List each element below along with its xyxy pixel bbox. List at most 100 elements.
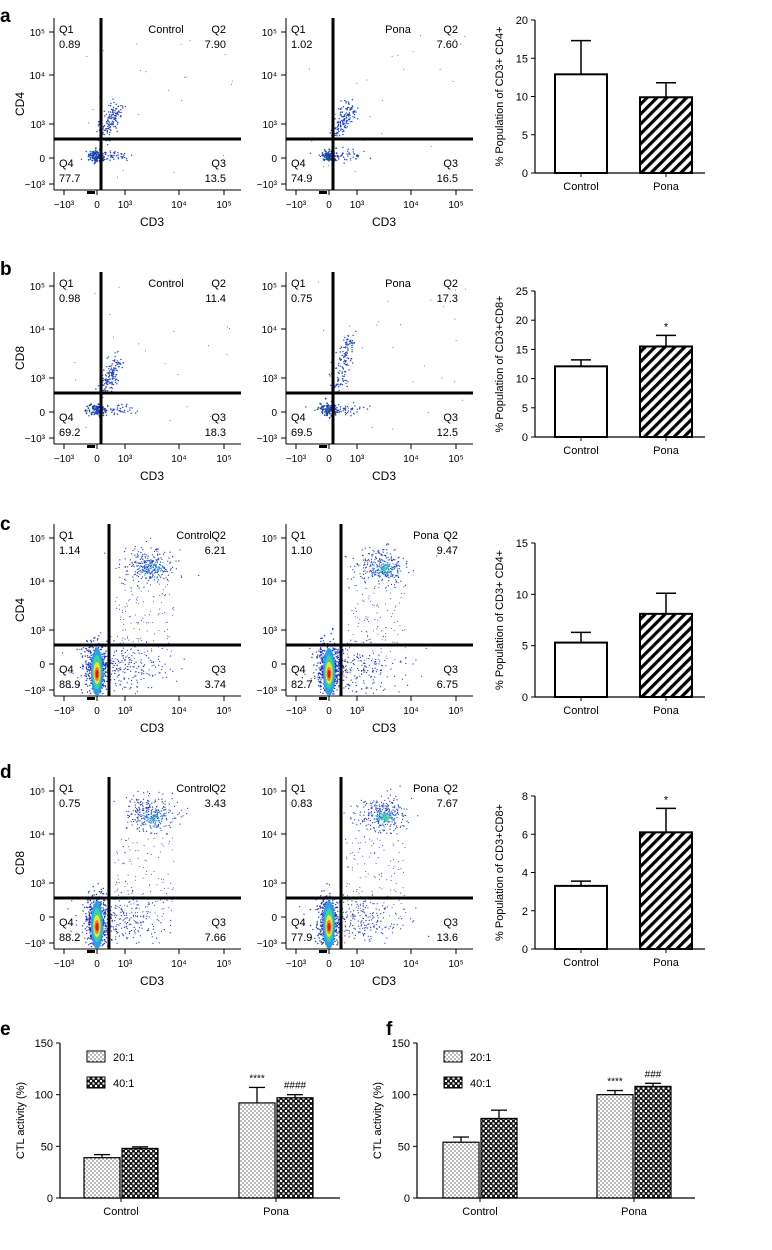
flow-event <box>123 551 125 553</box>
quadrant-q1-label: Q1 <box>59 278 74 290</box>
flow-event <box>377 619 379 621</box>
flow-event <box>163 813 165 815</box>
flow-event <box>396 562 398 564</box>
flow-density-level <box>95 923 99 931</box>
flow-event <box>137 576 140 578</box>
flow-event <box>96 150 98 153</box>
flow-event <box>145 560 147 562</box>
flow-y-tick-label: −10³ <box>257 434 278 445</box>
flow-event <box>158 819 160 821</box>
flow-event <box>67 908 69 910</box>
flow-event <box>95 407 98 409</box>
flow-event <box>343 130 345 132</box>
flow-event <box>159 553 161 556</box>
flow-event <box>112 116 114 118</box>
flow-event <box>161 593 163 595</box>
flow-event <box>129 800 131 802</box>
flow-event <box>376 605 378 607</box>
flow-x-axis-label: CD3 <box>140 721 164 735</box>
flow-event <box>183 658 185 660</box>
flow-event <box>352 660 354 662</box>
flow-event <box>364 587 366 589</box>
flow-event <box>135 556 137 558</box>
flow-event <box>344 659 346 661</box>
flow-event <box>85 412 88 415</box>
flow-event <box>105 375 108 377</box>
flow-event <box>114 670 116 672</box>
flow-event <box>329 132 331 134</box>
flow-event <box>120 909 122 910</box>
flow-event <box>164 551 166 553</box>
flow-event <box>345 668 347 670</box>
flow-event <box>385 627 387 629</box>
flow-event <box>345 671 347 673</box>
flow-event <box>147 571 150 574</box>
flow-event <box>130 622 132 624</box>
flow-event <box>162 793 164 795</box>
flow-event <box>361 660 363 662</box>
flow-event <box>120 104 122 107</box>
flow-event <box>140 590 142 592</box>
flow-event <box>151 621 153 623</box>
flow-event <box>125 603 127 605</box>
flow-event <box>348 687 350 690</box>
flow-event <box>77 677 79 679</box>
flow-event <box>337 670 340 672</box>
flow-event <box>363 567 365 569</box>
flow-event <box>138 562 140 565</box>
flow-event <box>180 816 182 818</box>
flow-event <box>117 636 118 637</box>
flow-event <box>143 830 145 832</box>
flow-event <box>171 901 173 902</box>
flow-event <box>163 571 165 573</box>
flow-event <box>160 813 162 815</box>
flow-event <box>119 362 121 364</box>
flow-event <box>134 646 136 648</box>
flow-event <box>134 915 137 917</box>
flow-event <box>104 686 107 688</box>
flow-event <box>144 818 146 820</box>
flow-event <box>161 558 163 560</box>
flow-event <box>126 917 128 919</box>
flow-event <box>125 797 127 799</box>
flow-event <box>115 938 117 941</box>
flow-event <box>97 385 100 387</box>
flow-event <box>151 873 152 875</box>
flow-event <box>151 936 153 938</box>
flow-event <box>149 825 151 827</box>
flow-event <box>337 121 340 124</box>
flow-event <box>385 588 387 589</box>
flow-event <box>349 343 351 345</box>
flow-event <box>119 411 122 413</box>
flow-event <box>89 665 91 667</box>
flow-event <box>133 920 135 922</box>
flow-event <box>370 565 372 567</box>
flow-event <box>373 604 375 606</box>
flow-event <box>97 883 99 885</box>
flow-event <box>378 606 380 608</box>
flow-event <box>146 568 148 570</box>
flow-event <box>373 670 375 672</box>
flow-event <box>137 584 139 586</box>
flow-event <box>158 920 160 922</box>
flow-event <box>138 581 140 583</box>
flow-event <box>139 811 141 813</box>
flow-event <box>128 846 130 848</box>
flow-event <box>141 809 144 811</box>
flow-event <box>138 806 140 809</box>
flow-event <box>369 157 372 159</box>
flow-event <box>122 647 124 649</box>
flow-event <box>122 583 124 585</box>
flow-x-tick-label: 10⁵ <box>216 706 231 717</box>
flow-event <box>337 652 339 654</box>
flow-event <box>337 379 340 382</box>
flow-event <box>374 559 376 561</box>
flow-event <box>158 563 161 566</box>
flow-event <box>147 566 149 568</box>
flow-event <box>168 803 170 805</box>
flow-event <box>124 651 126 654</box>
flow-event <box>91 902 93 904</box>
flow-event <box>336 657 338 659</box>
flow-event <box>383 554 385 556</box>
flow-event <box>167 621 169 623</box>
